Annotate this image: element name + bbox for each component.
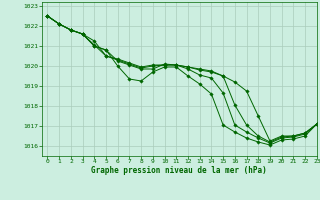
X-axis label: Graphe pression niveau de la mer (hPa): Graphe pression niveau de la mer (hPa) (91, 166, 267, 175)
